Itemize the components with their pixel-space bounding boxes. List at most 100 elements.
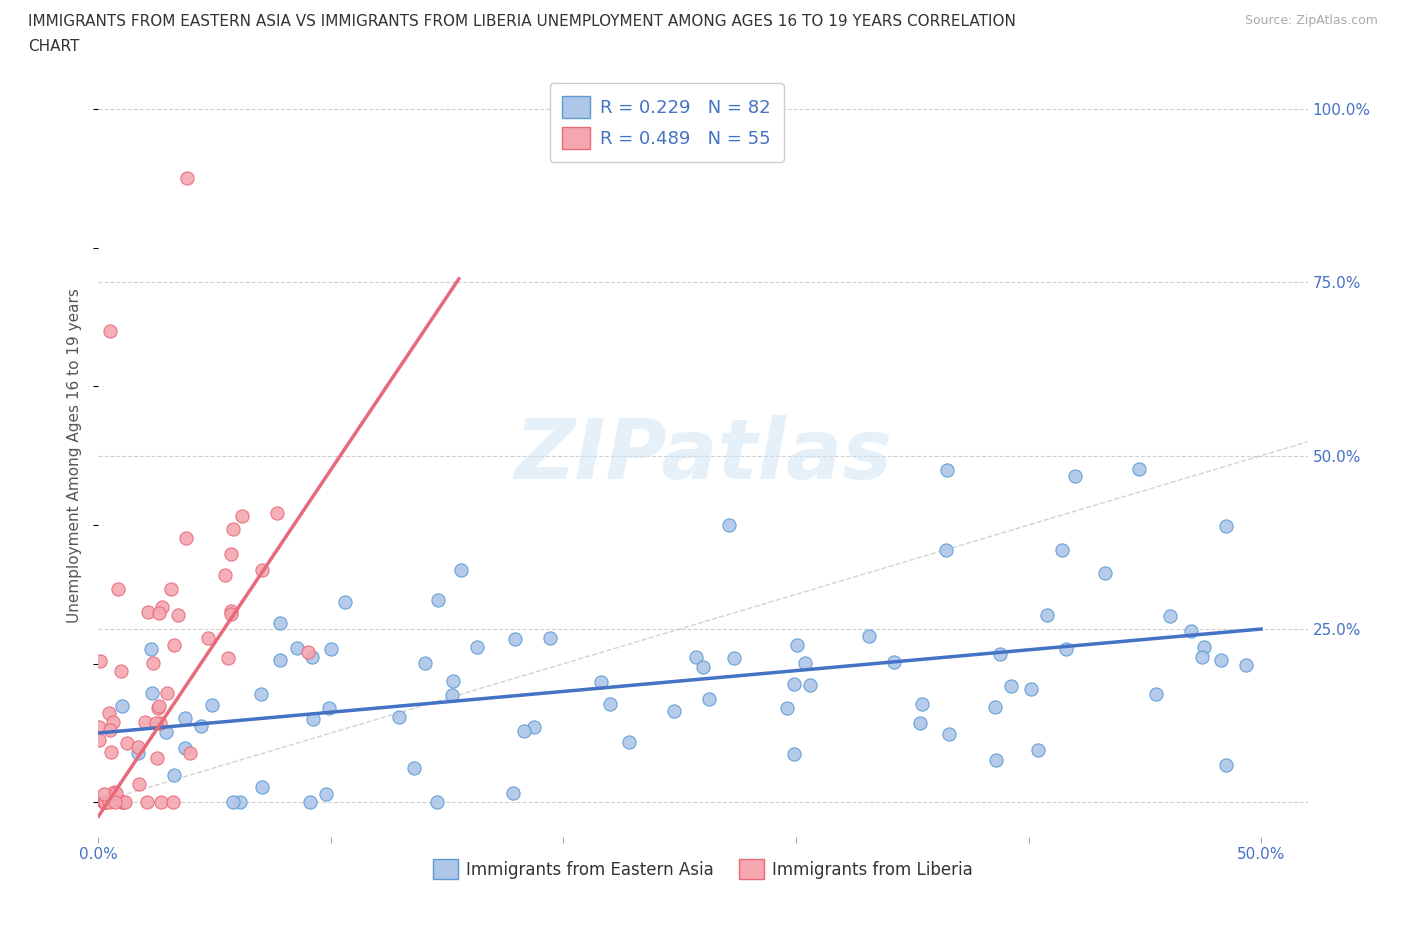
Point xyxy=(1035,608,1057,623)
Point xyxy=(128,777,150,791)
Point xyxy=(201,698,224,712)
Point xyxy=(105,785,128,800)
Point xyxy=(141,685,163,700)
Y-axis label: Unemployment Among Ages 16 to 19 years: Unemployment Among Ages 16 to 19 years xyxy=(67,288,83,623)
Point xyxy=(910,716,932,731)
Point xyxy=(441,688,464,703)
Point xyxy=(465,640,488,655)
Point xyxy=(231,508,253,523)
Point xyxy=(221,522,243,537)
Point xyxy=(1234,658,1257,672)
Point xyxy=(450,563,472,578)
Point xyxy=(911,697,934,711)
Point xyxy=(426,795,449,810)
Point xyxy=(1094,566,1116,581)
Point xyxy=(799,677,821,692)
Point xyxy=(1144,686,1167,701)
Point xyxy=(697,692,720,707)
Point xyxy=(112,795,135,810)
Point xyxy=(427,592,450,607)
Point xyxy=(217,650,239,665)
Point xyxy=(156,685,179,700)
Point xyxy=(219,604,242,618)
Point xyxy=(214,567,236,582)
Point xyxy=(93,787,115,802)
Point xyxy=(111,795,134,810)
Point xyxy=(107,581,129,596)
Point xyxy=(538,631,561,645)
Point xyxy=(87,719,110,734)
Point xyxy=(174,711,197,725)
Point xyxy=(388,710,411,724)
Point xyxy=(723,651,745,666)
Point xyxy=(935,542,957,557)
Point xyxy=(502,786,524,801)
Point xyxy=(782,677,804,692)
Point xyxy=(229,795,252,810)
Point xyxy=(318,700,340,715)
Point xyxy=(150,600,173,615)
Point xyxy=(786,638,808,653)
Point xyxy=(176,171,198,186)
Legend: Immigrants from Eastern Asia, Immigrants from Liberia: Immigrants from Eastern Asia, Immigrants… xyxy=(426,852,980,886)
Point xyxy=(167,607,190,622)
Point xyxy=(441,673,464,688)
Point xyxy=(93,795,115,810)
Point xyxy=(302,711,325,726)
Point xyxy=(197,631,219,645)
Point xyxy=(222,795,245,810)
Point xyxy=(319,642,342,657)
Point xyxy=(134,714,156,729)
Point xyxy=(89,653,111,668)
Point xyxy=(599,696,621,711)
Point xyxy=(139,642,162,657)
Point xyxy=(298,795,321,810)
Point xyxy=(858,629,880,644)
Point xyxy=(1019,682,1042,697)
Point xyxy=(138,604,160,619)
Point xyxy=(173,740,195,755)
Point xyxy=(783,746,806,761)
Point xyxy=(1050,542,1073,557)
Point xyxy=(1191,650,1213,665)
Point xyxy=(413,656,436,671)
Point xyxy=(285,641,308,656)
Point xyxy=(269,653,291,668)
Point xyxy=(179,746,201,761)
Point xyxy=(127,746,149,761)
Point xyxy=(146,700,169,715)
Point xyxy=(103,785,125,800)
Point xyxy=(776,700,799,715)
Point xyxy=(159,581,181,596)
Point xyxy=(513,724,536,738)
Point xyxy=(266,505,288,520)
Point xyxy=(97,795,120,810)
Point xyxy=(176,531,198,546)
Point xyxy=(219,547,242,562)
Point xyxy=(335,595,357,610)
Point xyxy=(793,656,815,671)
Point xyxy=(1211,652,1233,667)
Point xyxy=(297,644,319,659)
Point xyxy=(145,716,167,731)
Text: ZIPatlas: ZIPatlas xyxy=(515,415,891,497)
Point xyxy=(145,751,167,765)
Point xyxy=(1054,642,1077,657)
Point xyxy=(87,733,110,748)
Point xyxy=(114,795,136,810)
Point xyxy=(402,761,425,776)
Point xyxy=(1026,743,1049,758)
Point xyxy=(315,786,337,801)
Point xyxy=(104,795,127,810)
Point xyxy=(301,649,323,664)
Point xyxy=(98,324,121,339)
Point xyxy=(252,563,274,578)
Point xyxy=(986,752,1008,767)
Point xyxy=(127,739,149,754)
Text: IMMIGRANTS FROM EASTERN ASIA VS IMMIGRANTS FROM LIBERIA UNEMPLOYMENT AMONG AGES : IMMIGRANTS FROM EASTERN ASIA VS IMMIGRAN… xyxy=(28,14,1017,29)
Point xyxy=(589,674,612,689)
Text: Source: ZipAtlas.com: Source: ZipAtlas.com xyxy=(1244,14,1378,27)
Point xyxy=(883,654,905,669)
Point xyxy=(162,795,184,810)
Point xyxy=(269,616,291,631)
